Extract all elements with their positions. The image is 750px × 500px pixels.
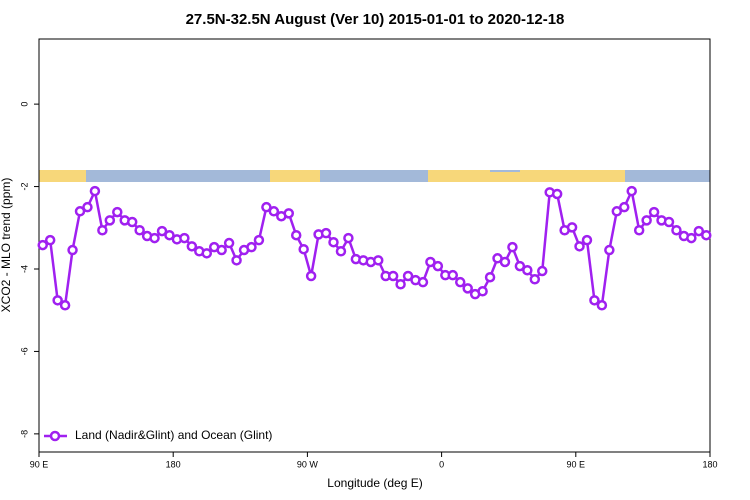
x-tick-label: 180 (702, 459, 717, 469)
data-point (566, 222, 578, 233)
data-point (701, 229, 712, 241)
data-point (298, 243, 309, 255)
data-point (104, 215, 116, 226)
y-axis-label: XCO2 - MLO trend (ppm) (0, 178, 13, 313)
legend-label: Land (Nadir&Glint) and Ocean (Glint) (75, 428, 272, 442)
data-point (44, 234, 56, 246)
data-point (529, 274, 541, 285)
data-point (395, 278, 406, 290)
data-point (425, 256, 436, 268)
data-point (37, 239, 48, 251)
data-point (522, 264, 533, 276)
legend-marker (49, 430, 61, 442)
data-point (186, 241, 198, 252)
data-point (179, 232, 190, 244)
y-tick-label: -6 (19, 347, 29, 355)
data-point (402, 270, 414, 282)
data-point (693, 225, 705, 237)
data-point (387, 270, 399, 282)
data-point (261, 201, 272, 213)
data-point (537, 265, 548, 277)
data-point (454, 276, 466, 288)
data-point (484, 271, 496, 283)
x-tick-label: 90 E (30, 459, 49, 469)
data-point (97, 224, 108, 236)
data-point (59, 300, 71, 311)
data-point (320, 227, 332, 239)
data-point (648, 206, 660, 218)
data-point (507, 241, 518, 253)
y-tick-label: -4 (19, 265, 29, 273)
data-point (551, 188, 563, 200)
data-point (216, 244, 227, 256)
data-point (246, 241, 257, 253)
data-point (52, 295, 63, 306)
data-point (231, 255, 242, 266)
data-point (619, 201, 630, 213)
data-point (126, 216, 138, 228)
data-point (604, 244, 615, 256)
data-point (343, 232, 354, 244)
data-point (283, 208, 295, 219)
data-point (372, 255, 384, 266)
data-point (686, 232, 697, 244)
data-point (112, 206, 123, 218)
data-point (89, 185, 101, 197)
data-point (67, 244, 78, 256)
data-point (328, 236, 339, 248)
land-ocean-mask (39, 170, 710, 182)
data-point (335, 246, 347, 257)
x-tick-label: 90 W (297, 459, 319, 469)
data-point (134, 224, 145, 236)
data-point (156, 225, 168, 237)
data-point (223, 237, 235, 249)
data-point (581, 234, 593, 246)
data-point (149, 232, 160, 244)
chart-title: 27.5N-32.5N August (Ver 10) 2015-01-01 t… (186, 11, 565, 28)
data-point (253, 234, 265, 246)
data-point (596, 300, 608, 311)
data-point (447, 269, 459, 281)
data-point (201, 248, 212, 259)
x-tick-label: 180 (166, 459, 181, 469)
data-point (462, 283, 473, 294)
data-point (477, 286, 488, 297)
data-point (305, 270, 317, 282)
data-point (82, 201, 93, 213)
x-tick-label: 0 (439, 459, 444, 469)
data-point (589, 295, 600, 306)
data-point (611, 206, 623, 217)
data-point (574, 241, 585, 252)
data-point (417, 276, 429, 288)
data-point (290, 229, 302, 241)
data-point (499, 256, 511, 268)
data-point (663, 216, 675, 228)
data-point (626, 185, 637, 197)
x-axis-label: Longitude (deg E) (327, 476, 422, 490)
y-tick-label: -2 (19, 183, 29, 191)
y-tick-label: 0 (19, 102, 29, 107)
data-point (164, 229, 175, 241)
data-point (514, 260, 526, 272)
y-tick-label: -8 (19, 430, 29, 438)
data-point (671, 224, 682, 236)
data-point (432, 260, 444, 272)
x-tick-label: 90 E (567, 459, 586, 469)
data-point (74, 206, 86, 217)
data-point (641, 215, 652, 226)
data-point (633, 224, 645, 236)
data-point (268, 206, 280, 217)
